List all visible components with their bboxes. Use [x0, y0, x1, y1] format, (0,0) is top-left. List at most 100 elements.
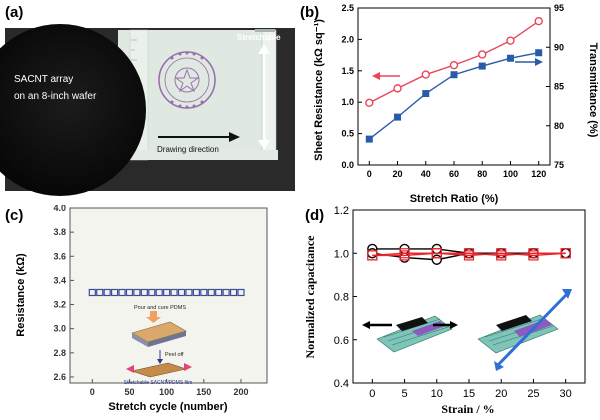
chart-d-series-3-point: [367, 250, 378, 261]
chart-c-xlabel: Stretch cycle (number): [108, 401, 228, 413]
chart-c-xtick-label: 100: [159, 387, 174, 397]
chart-c-ytick-label: 2.6: [53, 372, 66, 382]
panel-a: SACNT array on an 8-inch wafer Stretchab…: [0, 0, 300, 200]
chart-b-ytick-left-label: 0.0: [341, 160, 354, 170]
chart-c-ytick-label: 2.8: [53, 348, 66, 358]
chart-d-series-3-line: [372, 252, 566, 257]
chart-c-xtick-label: 50: [124, 387, 134, 397]
chart-c-series-0-point: [88, 288, 96, 297]
chart-b-ytick-right-label: 90: [554, 42, 564, 52]
chart-c: 0 50 100 150 200 2.6 2.8 3.0 3.2 3.4 3.6 3.8 4.0 Po…: [15, 203, 268, 413]
chart-c-series-0-point: [192, 288, 200, 297]
panel-d-label: (d): [305, 207, 325, 224]
chart-d-xtick-label: 25: [527, 388, 539, 400]
holder-clip-top: [255, 29, 275, 32]
chart-b-ytick-right-label: 75: [554, 160, 564, 170]
chart-c-xtick-label: 200: [233, 387, 248, 397]
chart-b-ytick-left-label: 2.0: [341, 34, 354, 44]
chart-b-ytick-right-label: 95: [554, 3, 564, 13]
peel-arrow-head: [157, 359, 163, 364]
pdms-side-right: [148, 331, 186, 347]
chart-b-xtick-label: 100: [503, 169, 518, 179]
inset-step3: Stretchable SACNT/PDMS film: [124, 380, 193, 386]
chart-b-ylabel-left: Sheet Resistance (kΩ sq⁻¹): [313, 19, 325, 161]
chart-c-series-0-point: [170, 288, 178, 297]
chart-b-series-1-point: [535, 49, 543, 57]
chart-c-series-0-point: [177, 288, 186, 297]
chart-c-xtick-label: 150: [196, 387, 211, 397]
chart-c-series-0-point: [207, 288, 215, 297]
chart-b-ytick-left-label: 2.5: [341, 3, 354, 13]
panel-d: 0 5 10 15 20 25 30 0.4 0.6 0.8 1.0 1.2: [300, 205, 600, 420]
chart-d-xtick-label: 15: [463, 388, 475, 400]
chart-c-ytick-label: 3.8: [53, 227, 66, 237]
pdms-inset: Pour and cure PDMS Peel off Stretchable …: [124, 305, 193, 386]
chart-b-series-1-point: [506, 54, 514, 62]
pour-arrow: [146, 311, 161, 323]
chart-b-series-1-point: [394, 113, 402, 121]
chart-c-series-0-point: [148, 288, 156, 297]
panel-a-label: (a): [5, 4, 24, 21]
chart-d-xtick-label: 5: [401, 388, 407, 400]
chart-b-series-1-point: [478, 62, 486, 70]
chart-d-ytick-label: 0.8: [334, 292, 349, 304]
chart-d-series-3-point: [463, 250, 475, 261]
chart-b-series-0-point: [478, 50, 487, 59]
drawing-direction-arrow: [158, 132, 240, 142]
chart-b-ytick-left-label: 0.5: [341, 129, 354, 139]
chart-c-series-0-point: [125, 288, 134, 297]
chart-c-ytick-label: 3.2: [53, 300, 66, 310]
chart-d-series-3-point: [431, 248, 442, 259]
chart-c-series-0-point: [229, 288, 238, 297]
chart-c-series-0-point: [185, 288, 193, 297]
chart-c-series-0-point: [118, 288, 126, 297]
panel-b: 0 20 40 60 80 100 120 0.0 0.5 1.0 1.5 2.0 2.5 75 80 8…: [300, 0, 600, 210]
chart-c-series-0-point: [200, 288, 208, 297]
chart-b-series-1-point: [450, 71, 458, 79]
chart-b-frame: [357, 7, 551, 166]
chart-b-xtick-label: 60: [449, 169, 459, 179]
chart-c-series-0-point: [222, 288, 230, 297]
chart-c-ytick-label: 3.6: [53, 251, 66, 261]
panel-c: 0 50 100 150 200 2.6 2.8 3.0 3.2 3.4 3.6 3.8 4.0 Po…: [0, 203, 300, 420]
chart-b-ytick-left-label: 1.0: [341, 97, 354, 107]
chart-d-series-3-point: [496, 248, 507, 259]
chart-b-xtick-label: 0: [367, 169, 372, 179]
chart-c-series-0-point: [140, 288, 148, 297]
chart-b-series-1-point: [422, 90, 430, 98]
chart-d-series-3-point: [528, 250, 539, 261]
chart-b-series-0-point: [534, 16, 543, 26]
chart-c-series-0-point: [133, 288, 141, 297]
chart-d-frame: [352, 209, 586, 384]
chart-d-ytick-label: 0.6: [334, 335, 349, 347]
chart-b-ytick-left-label: 1.5: [341, 66, 354, 76]
chart-b-series-0-point: [506, 36, 515, 45]
chart-b-series-0-point: [421, 70, 430, 79]
chart-c-series-0-point: [155, 288, 163, 297]
chart-d-xtick-label: 30: [560, 388, 572, 400]
chart-b-series-0-point: [393, 84, 402, 93]
chart-d-series-3-point: [560, 248, 571, 259]
chart-b-ytick-right-label: 80: [554, 121, 564, 131]
chart-b-series-0-point: [365, 98, 374, 108]
chart-b-xtick-label: 80: [477, 169, 487, 179]
chart-d-series-1-point: [431, 254, 442, 265]
blue-axis-arrow: [515, 58, 543, 66]
chart-b-series-1-point: [365, 135, 373, 143]
chart-c-series-0-point: [237, 288, 245, 297]
chart-d-xtick-label: 20: [495, 388, 507, 400]
chart-c-ytick-label: 3.0: [53, 324, 66, 334]
chart-b: 0 20 40 60 80 100 120 0.0 0.5 1.0 1.5 2.0 2.5 75 80 8…: [313, 3, 599, 205]
stretch-arrow-left: [126, 365, 134, 373]
red-axis-arrow: [372, 72, 400, 80]
drawing-direction-label: Drawing direction: [157, 145, 219, 154]
chart-b-xtick-label: 20: [393, 169, 403, 179]
chart-c-series-0-point: [163, 288, 171, 297]
chart-d-ylabel: Normalized capacitance: [303, 235, 317, 359]
chart-c-ytick-label: 4.0: [53, 205, 66, 213]
chart-d-ytick-label: 1.0: [334, 248, 349, 260]
chart-d-series-3-point: [399, 248, 410, 259]
chart-c-xtick-label: 0: [90, 387, 95, 397]
chart-c-series-0-point: [111, 288, 119, 297]
